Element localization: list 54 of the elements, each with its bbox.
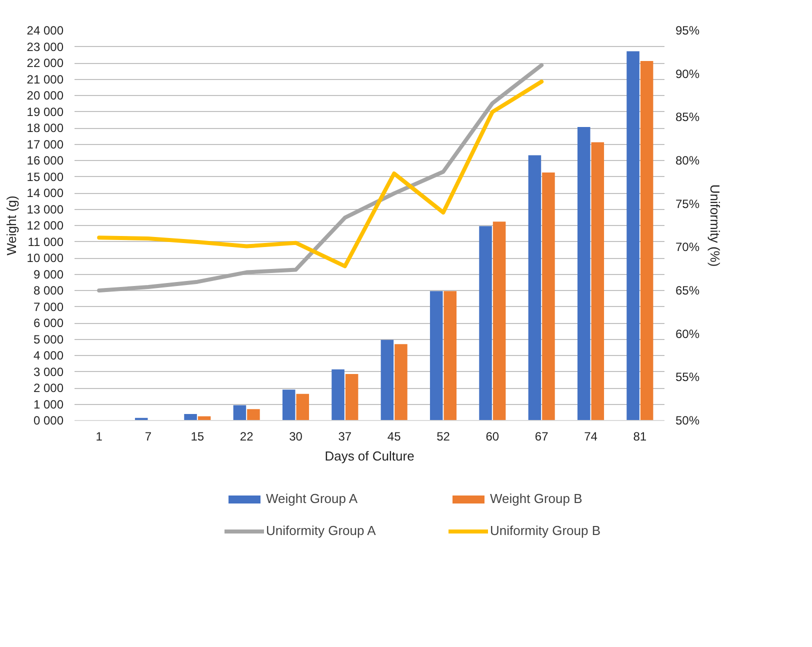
y-tick-label: 15 000 bbox=[26, 170, 64, 184]
y-tick-label: 0 000 bbox=[33, 414, 64, 428]
y2-axis-title: Uniformity (%) bbox=[708, 184, 723, 267]
y-tick-label: 8 000 bbox=[33, 284, 64, 298]
y-tick-label: 2 000 bbox=[33, 381, 64, 395]
y-tick-label: 22 000 bbox=[26, 56, 64, 70]
y2-tick-label: 95% bbox=[676, 24, 700, 38]
y-tick-label: 10 000 bbox=[26, 251, 64, 265]
y-tick-label: 16 000 bbox=[26, 154, 64, 168]
x-tick-label: 15 bbox=[190, 430, 204, 444]
y-tick-label: 18 000 bbox=[26, 121, 64, 135]
y2-tick-label: 50% bbox=[676, 414, 700, 428]
y-tick-label: 4 000 bbox=[33, 348, 64, 362]
y2-tick-label: 90% bbox=[676, 66, 700, 81]
x-tick-label: 67 bbox=[534, 430, 549, 444]
y-tick-label: 3 000 bbox=[33, 364, 64, 379]
y-tick-label: 7 000 bbox=[33, 300, 64, 314]
legend-label: Uniformity Group B bbox=[490, 523, 602, 538]
x-tick-label: 74 bbox=[584, 430, 598, 444]
y-tick-label: 5 000 bbox=[33, 332, 64, 346]
y-tick-label: 23 000 bbox=[26, 40, 64, 54]
x-tick-label: 45 bbox=[387, 430, 402, 444]
y2-tick-label: 75% bbox=[676, 196, 700, 211]
y-tick-label: 11 000 bbox=[28, 234, 64, 249]
legend-label: Weight Group B bbox=[490, 491, 584, 506]
y-tick-label: 24 000 bbox=[26, 24, 64, 38]
y-axis-title: Weight (g) bbox=[4, 196, 19, 256]
y-tick-label: 13 000 bbox=[26, 202, 64, 216]
y2-tick-label: 80% bbox=[676, 154, 700, 168]
y-tick-label: 6 000 bbox=[33, 316, 64, 330]
y2-tick-label: 70% bbox=[676, 240, 700, 254]
y-tick-label: 9 000 bbox=[33, 267, 64, 282]
x-tick-label: 52 bbox=[436, 430, 450, 444]
y2-tick-label: 85% bbox=[676, 110, 700, 124]
legend-label: Uniformity Group A bbox=[266, 523, 377, 538]
y-tick-label: 17 000 bbox=[26, 137, 64, 152]
y2-tick-label: 55% bbox=[676, 370, 700, 384]
y2-tick-label: 60% bbox=[676, 326, 700, 341]
y-tick-label: 19 000 bbox=[26, 104, 64, 119]
y-tick-label: 12 000 bbox=[26, 218, 64, 232]
x-tick-label: 60 bbox=[486, 430, 500, 444]
x-tick-label: 7 bbox=[144, 430, 152, 444]
x-axis-title: Days of Culture bbox=[324, 448, 414, 464]
x-tick-label: 1 bbox=[96, 430, 103, 444]
y-tick-label: 1 000 bbox=[33, 397, 64, 412]
x-tick-label: 22 bbox=[240, 430, 254, 444]
x-tick-label: 81 bbox=[633, 430, 647, 444]
y-tick-label: 21 000 bbox=[26, 72, 64, 86]
x-tick-label: 37 bbox=[338, 430, 352, 444]
y2-tick-label: 65% bbox=[676, 284, 700, 298]
legend-label: Weight Group A bbox=[266, 491, 359, 506]
y-tick-label: 14 000 bbox=[26, 186, 64, 200]
y-tick-label: 20 000 bbox=[26, 88, 64, 102]
x-tick-label: 30 bbox=[289, 430, 303, 444]
